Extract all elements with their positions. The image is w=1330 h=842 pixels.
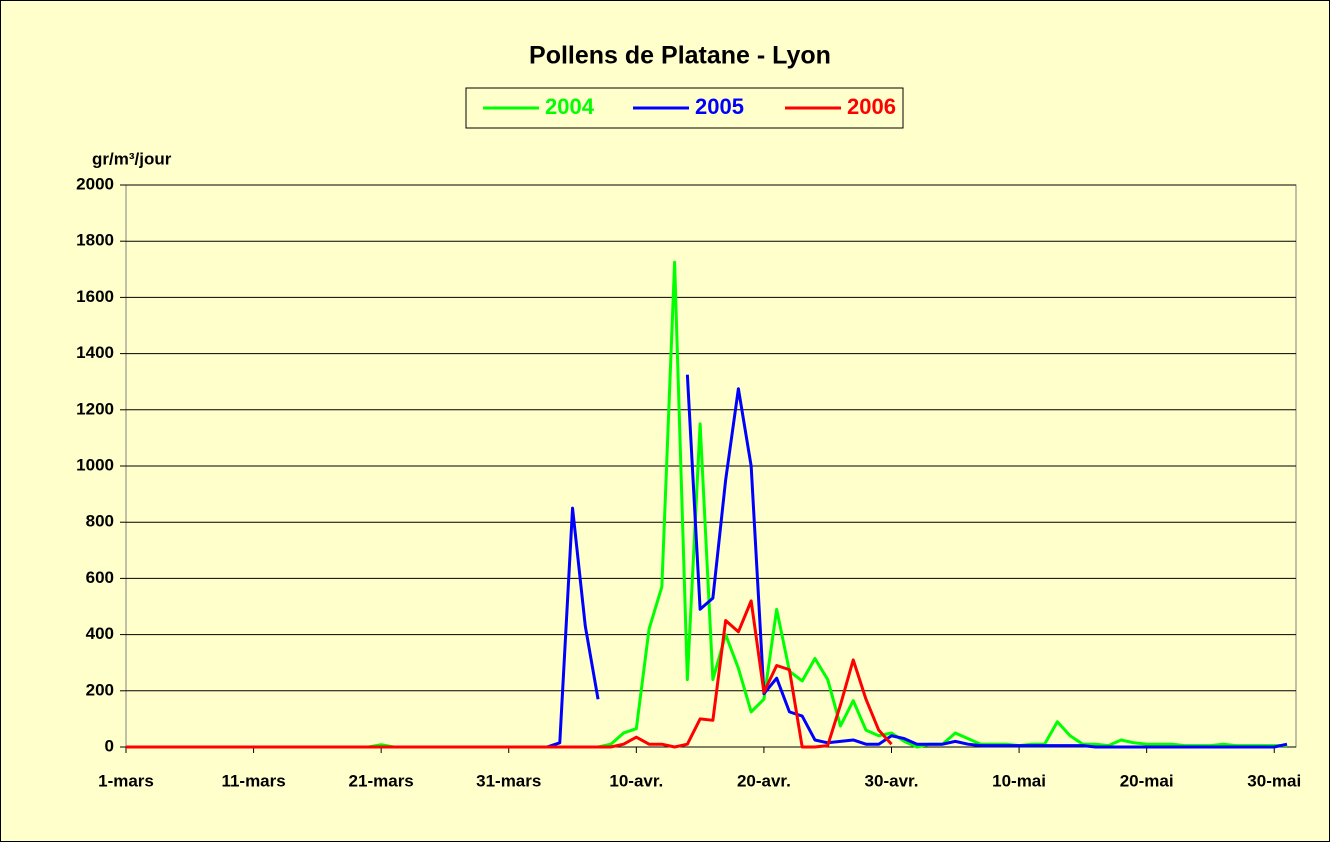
x-tick-label: 31-mars — [476, 771, 541, 790]
x-tick-label: 10-mai — [992, 771, 1046, 790]
series-line — [126, 599, 893, 749]
y-tick-label: 0 — [105, 736, 114, 755]
x-tick-label: 21-mars — [349, 771, 414, 790]
y-tick-label: 1200 — [76, 399, 114, 418]
y-tick-label: 2000 — [76, 174, 114, 193]
y-tick-label: 800 — [86, 512, 114, 531]
x-tick-label: 10-avr. — [609, 771, 663, 790]
x-tick-label: 11-mars — [221, 771, 285, 790]
y-axis-label: gr/m³/jour — [92, 149, 172, 168]
chart-title: Pollens de Platane - Lyon — [529, 42, 831, 70]
y-tick-label: 1800 — [76, 231, 114, 250]
y-tick-label: 1600 — [76, 287, 114, 306]
y-tick-label: 1400 — [76, 343, 114, 362]
y-tick-label: 600 — [86, 568, 114, 587]
legend-label: 2004 — [545, 94, 595, 119]
x-tick-label: 30-mai — [1247, 771, 1301, 790]
x-tick-label: 30-avr. — [865, 771, 919, 790]
x-tick-label: 20-mai — [1120, 771, 1174, 790]
y-tick-label: 400 — [86, 624, 114, 643]
series-line — [685, 374, 1288, 749]
x-tick-label: 20-avr. — [737, 771, 791, 790]
y-tick-label: 200 — [86, 680, 114, 699]
legend-label: 2005 — [695, 94, 744, 119]
y-tick-label: 1000 — [76, 455, 114, 474]
legend-label: 2006 — [847, 94, 896, 119]
x-tick-label: 1-mars — [98, 771, 154, 790]
